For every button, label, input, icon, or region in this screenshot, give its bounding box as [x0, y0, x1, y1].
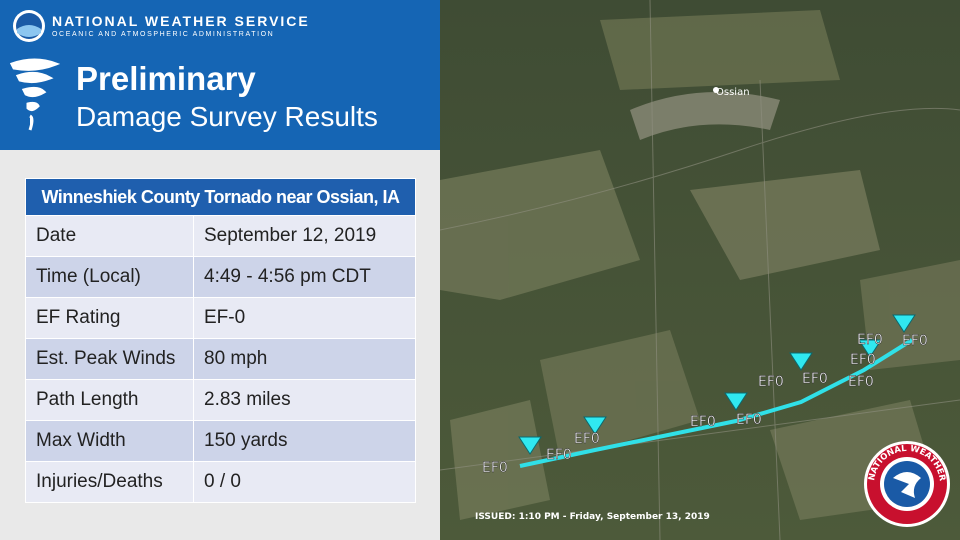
table-row: Path Length 2.83 miles: [25, 379, 416, 421]
row-value: 0 / 0: [193, 461, 416, 503]
tornado-track: [519, 338, 914, 468]
tornado-icon: [10, 58, 60, 131]
damage-point: [892, 314, 916, 333]
damage-point: [724, 392, 748, 411]
table-row: Max Width 150 yards: [25, 420, 416, 462]
summary-table: Winneshiek County Tornado near Ossian, I…: [25, 178, 416, 503]
ef-label: EF0: [546, 447, 572, 463]
ef-label: EF0: [482, 460, 508, 476]
damage-point: [858, 339, 882, 358]
town-marker: [713, 87, 719, 93]
town-label: Ossian: [716, 87, 750, 98]
nws-seal: NATIONAL WEATHER SERVICE: [864, 441, 950, 527]
ef-label: EF0: [690, 414, 716, 430]
damage-point: [518, 436, 542, 455]
issued-note: ISSUED: 1:10 PM - Friday, September 13, …: [475, 512, 710, 522]
row-value: 80 mph: [193, 338, 416, 380]
row-label: Max Width: [25, 420, 194, 462]
row-label: Date: [25, 215, 194, 257]
ef-label: EF0: [850, 352, 876, 368]
title: Preliminary: [76, 60, 256, 97]
subtitle: Damage Survey Results: [76, 101, 378, 132]
row-value: 150 yards: [193, 420, 416, 462]
row-value: EF-0: [193, 297, 416, 339]
ef-label: EF0: [574, 431, 600, 447]
table-row: EF Rating EF-0: [25, 297, 416, 339]
header: NATIONAL WEATHER SERVICE OCEANIC AND ATM…: [0, 0, 440, 150]
subagency: OCEANIC AND ATMOSPHERIC ADMINISTRATION: [52, 31, 275, 38]
row-label: Est. Peak Winds: [25, 338, 194, 380]
ef-label: EF0: [857, 332, 883, 348]
table-row: Time (Local) 4:49 - 4:56 pm CDT: [25, 256, 416, 298]
damage-point: [789, 352, 813, 371]
row-value: September 12, 2019: [193, 215, 416, 257]
ef-label: EF0: [802, 371, 828, 387]
row-label: EF Rating: [25, 297, 194, 339]
ef-label: EF0: [758, 374, 784, 390]
row-label: Time (Local): [25, 256, 194, 298]
row-label: Injuries/Deaths: [25, 461, 194, 503]
table-row: Est. Peak Winds 80 mph: [25, 338, 416, 380]
table-title: Winneshiek County Tornado near Ossian, I…: [25, 178, 416, 216]
row-value: 4:49 - 4:56 pm CDT: [193, 256, 416, 298]
ef-label: EF0: [736, 412, 762, 428]
agency: NATIONAL WEATHER SERVICE: [52, 13, 310, 29]
ef-label: EF0: [848, 374, 874, 390]
noaa-logo: [13, 10, 45, 42]
ef-label: EF0: [902, 333, 928, 349]
row-value: 2.83 miles: [193, 379, 416, 421]
damage-point: [583, 416, 607, 435]
table-row: Date September 12, 2019: [25, 215, 416, 257]
row-label: Path Length: [25, 379, 194, 421]
table-row: Injuries/Deaths 0 / 0: [25, 461, 416, 503]
